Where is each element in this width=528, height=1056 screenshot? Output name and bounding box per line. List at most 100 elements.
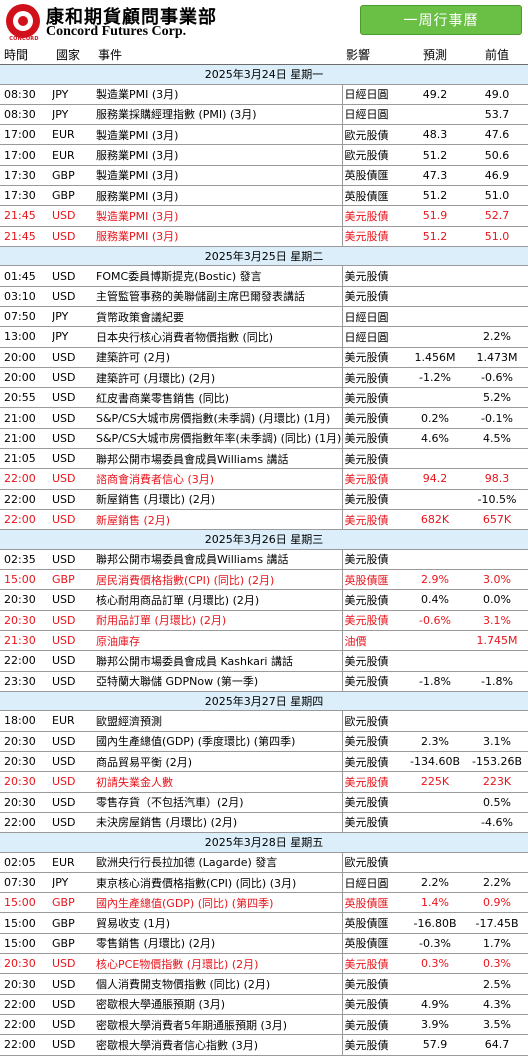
event-impact-cell: 歐元股債: [341, 852, 404, 873]
event-previous-cell: 5.2%: [466, 387, 528, 409]
event-time-cell: 20:30: [0, 610, 52, 631]
event-time-cell: 20:30: [0, 953, 52, 975]
day-header-row: 2025年3月25日 星期二: [0, 246, 528, 267]
event-event-cell: S&P/CS大城市房價指數(未季調) (月環比) (1月): [94, 407, 342, 429]
event-country-cell: USD: [52, 630, 94, 652]
event-impact-cell: 美元股債: [341, 226, 404, 247]
event-previous-cell: [466, 286, 528, 307]
event-previous-cell: 1.473M: [466, 347, 528, 368]
event-impact-cell: 美元股債: [341, 671, 404, 692]
day-header-label: 2025年3月28日 星期五: [0, 832, 528, 853]
event-time-cell: 22:00: [0, 650, 52, 672]
event-previous-cell: 51.0: [466, 185, 528, 207]
event-event-cell: 服務業PMI (3月): [94, 144, 342, 166]
col-header-impact: 影響: [342, 44, 404, 65]
event-country-cell: GBP: [52, 892, 94, 914]
event-event-cell: 個人消費開支物價指數 (同比) (2月): [94, 973, 342, 995]
event-time-cell: 02:05: [0, 852, 52, 873]
event-impact-cell: 美元股債: [341, 347, 404, 368]
event-impact-cell: 美元股債: [341, 1014, 404, 1036]
event-country-cell: EUR: [52, 124, 94, 146]
event-impact-cell: 日經日圓: [341, 872, 404, 894]
event-row: 22:00 USD 新屋銷售 (月環比) (2月) 美元股債 -10.5%: [0, 489, 528, 510]
event-time-cell: 20:30: [0, 973, 52, 995]
event-event-cell: 紅皮書商業零售銷售 (同比): [94, 387, 342, 409]
event-forecast-cell: 51.2: [404, 144, 466, 166]
event-time-cell: 21:00: [0, 407, 52, 429]
event-row: 20:30 USD 耐用品訂單 (月環比) (2月) 美元股債 -0.6% 3.1%: [0, 610, 528, 631]
event-impact-cell: 英股債匯: [341, 892, 404, 914]
event-forecast-cell: 48.3: [404, 124, 466, 146]
event-event-cell: 耐用品訂單 (月環比) (2月): [94, 610, 342, 631]
event-impact-cell: 英股債匯: [341, 165, 404, 186]
event-time-cell: 18:00: [0, 710, 52, 732]
event-time-cell: 15:00: [0, 933, 52, 955]
event-previous-cell: 53.7: [466, 104, 528, 126]
event-event-cell: 東京核心消費價格指數(CPI) (同比) (3月): [94, 872, 342, 894]
event-row: 13:00 JPY 日本央行核心消費者物價指數 (同比) 日經日圓 2.2%: [0, 326, 528, 348]
event-country-cell: USD: [52, 589, 94, 611]
event-forecast-cell: [404, 489, 466, 510]
event-event-cell: 製造業PMI (3月): [94, 205, 342, 227]
event-event-cell: 服務業PMI (3月): [94, 185, 342, 207]
event-country-cell: USD: [52, 731, 94, 752]
event-previous-cell: 98.3: [466, 468, 528, 490]
event-previous-cell: 52.7: [466, 205, 528, 227]
event-time-cell: 21:45: [0, 205, 52, 227]
event-row: 02:05 EUR 歐洲央行行長拉加德 (Lagarde) 發言 歐元股債: [0, 852, 528, 873]
event-previous-cell: -0.1%: [466, 407, 528, 429]
event-row: 20:30 USD 個人消費開支物價指數 (同比) (2月) 美元股債 2.5%: [0, 973, 528, 995]
event-country-cell: USD: [52, 226, 94, 247]
event-event-cell: 建築許可 (月環比) (2月): [94, 367, 342, 389]
event-country-cell: USD: [52, 286, 94, 307]
event-country-cell: USD: [52, 448, 94, 470]
event-country-cell: JPY: [52, 326, 94, 348]
event-impact-cell: 美元股債: [341, 973, 404, 995]
event-previous-cell: 4.3%: [466, 994, 528, 1015]
event-impact-cell: 美元股債: [341, 549, 404, 571]
col-header-country: 國家: [52, 44, 94, 65]
event-row: 22:00 USD 密歇根大學通脹預期 (3月) 美元股債 4.9% 4.3%: [0, 994, 528, 1015]
event-forecast-cell: [404, 448, 466, 470]
event-forecast-cell: [404, 710, 466, 732]
event-time-cell: 21:45: [0, 226, 52, 247]
event-previous-cell: [466, 265, 528, 287]
event-previous-cell: [466, 650, 528, 672]
event-time-cell: 20:30: [0, 792, 52, 813]
event-time-cell: 22:00: [0, 489, 52, 510]
calendar-body: 2025年3月24日 星期一 08:30 JPY 製造業PMI (3月) 日經日圓 49.…: [0, 64, 528, 1056]
event-event-cell: 密歇根大學消費者信心指數 (3月): [94, 1034, 342, 1056]
event-time-cell: 08:30: [0, 104, 52, 126]
event-previous-cell: -0.6%: [466, 367, 528, 389]
event-country-cell: JPY: [52, 104, 94, 126]
event-event-cell: 初請失業金人數: [94, 771, 342, 793]
event-impact-cell: 美元股債: [341, 205, 404, 227]
event-row: 21:00 USD S&P/CS大城市房價指數年率(未季調) (同比) (1月) 美元…: [0, 428, 528, 450]
event-forecast-cell: -1.8%: [404, 671, 466, 692]
event-country-cell: USD: [52, 994, 94, 1015]
event-previous-cell: 4.5%: [466, 428, 528, 450]
event-row: 23:30 USD 亞特蘭大聯儲 GDPNow (第一季) 美元股債 -1.8% -1.8…: [0, 671, 528, 692]
event-country-cell: USD: [52, 792, 94, 813]
day-header-row: 2025年3月27日 星期四: [0, 691, 528, 712]
event-event-cell: 商品貿易平衡 (2月): [94, 751, 342, 773]
day-header-row: 2025年3月24日 星期一: [0, 64, 528, 85]
event-event-cell: 零售存貨（不包括汽車）(2月): [94, 792, 342, 813]
event-impact-cell: 美元股債: [341, 387, 404, 409]
event-impact-cell: 美元股債: [341, 650, 404, 672]
event-time-cell: 13:00: [0, 326, 52, 348]
event-row: 20:30 USD 初請失業金人數 美元股債 225K 223K: [0, 771, 528, 793]
event-time-cell: 20:30: [0, 751, 52, 773]
event-forecast-cell: [404, 630, 466, 652]
event-impact-cell: 日經日圓: [341, 306, 404, 328]
event-event-cell: 主管監管事務的美聯儲副主席巴爾發表講話: [94, 286, 342, 307]
event-event-cell: 國內生產總值(GDP) (季度環比) (第四季): [94, 731, 342, 752]
col-header-forecast: 預測: [404, 44, 466, 65]
event-time-cell: 22:00: [0, 994, 52, 1015]
event-country-cell: JPY: [52, 84, 94, 105]
event-impact-cell: 歐元股債: [341, 124, 404, 146]
event-forecast-cell: 4.6%: [404, 428, 466, 450]
col-header-event: 事件: [94, 44, 342, 65]
event-row: 21:00 USD S&P/CS大城市房價指數(未季調) (月環比) (1月) 美元股…: [0, 407, 528, 429]
page-title: 一周行事曆: [360, 5, 522, 35]
